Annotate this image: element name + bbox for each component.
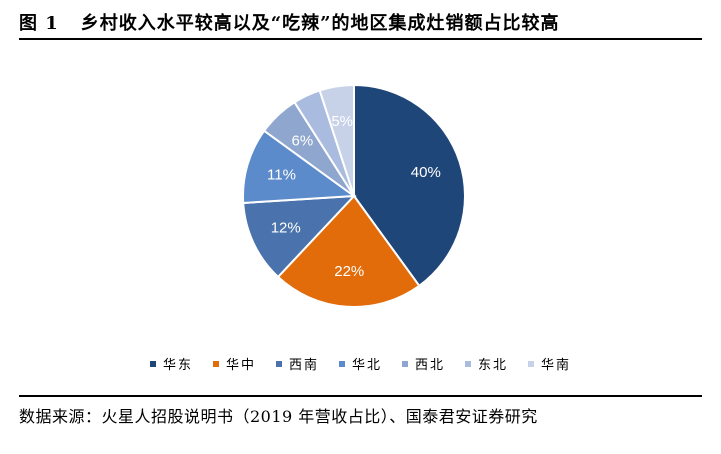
legend-label: 华北 [351, 358, 382, 373]
data-label-5: 6% [291, 132, 313, 149]
pie-slice-2 [276, 194, 421, 308]
legend-swatch [212, 360, 219, 367]
legend-label: 西北 [415, 358, 446, 373]
legend-item-2: 华中 [212, 354, 256, 373]
legend-label: 华中 [225, 358, 256, 373]
source-note: 数据来源：火星人招股说明书（2019 年营收占比）、国泰君安证券研究 [19, 395, 702, 427]
data-label-1: 40% [411, 164, 441, 181]
legend-item-7: 华南 [528, 354, 571, 373]
pie-slice-3 [242, 194, 357, 279]
data-label-7: 5% [331, 113, 353, 130]
data-label-2: 22% [334, 263, 364, 280]
chart-legend: 华东 华中 西南 华北 西北 东北 华南 [0, 354, 721, 373]
legend-item-4: 华北 [338, 354, 382, 373]
legend-item-3: 西南 [275, 354, 319, 373]
legend-label: 华东 [162, 358, 193, 373]
figure-title-bar: 图 1 乡村收入水平较高以及“吃辣”的地区集成灶销额占比较高 [19, 6, 702, 40]
legend-item-6: 东北 [465, 354, 508, 373]
pie-slice-7 [318, 83, 355, 197]
figure-title: 乡村收入水平较高以及“吃辣”的地区集成灶销额占比较高 [80, 13, 560, 34]
legend-item-5: 西北 [402, 354, 445, 373]
data-label-3: 12% [271, 220, 301, 237]
data-label-4: 11% [267, 166, 296, 183]
legend-swatch [528, 360, 535, 367]
legend-swatch [149, 360, 156, 367]
pie-slice-1 [353, 83, 466, 288]
legend-swatch [275, 360, 282, 367]
legend-item-1: 华东 [149, 354, 193, 373]
pie-slice-4 [242, 129, 357, 205]
legend-label: 西南 [288, 358, 319, 373]
legend-swatch [338, 360, 345, 367]
legend-swatch [402, 360, 408, 367]
legend-label: 东北 [478, 358, 509, 373]
figure-label: 图 1 [19, 13, 59, 34]
legend-swatch [465, 360, 472, 367]
legend-label: 华南 [541, 358, 572, 373]
